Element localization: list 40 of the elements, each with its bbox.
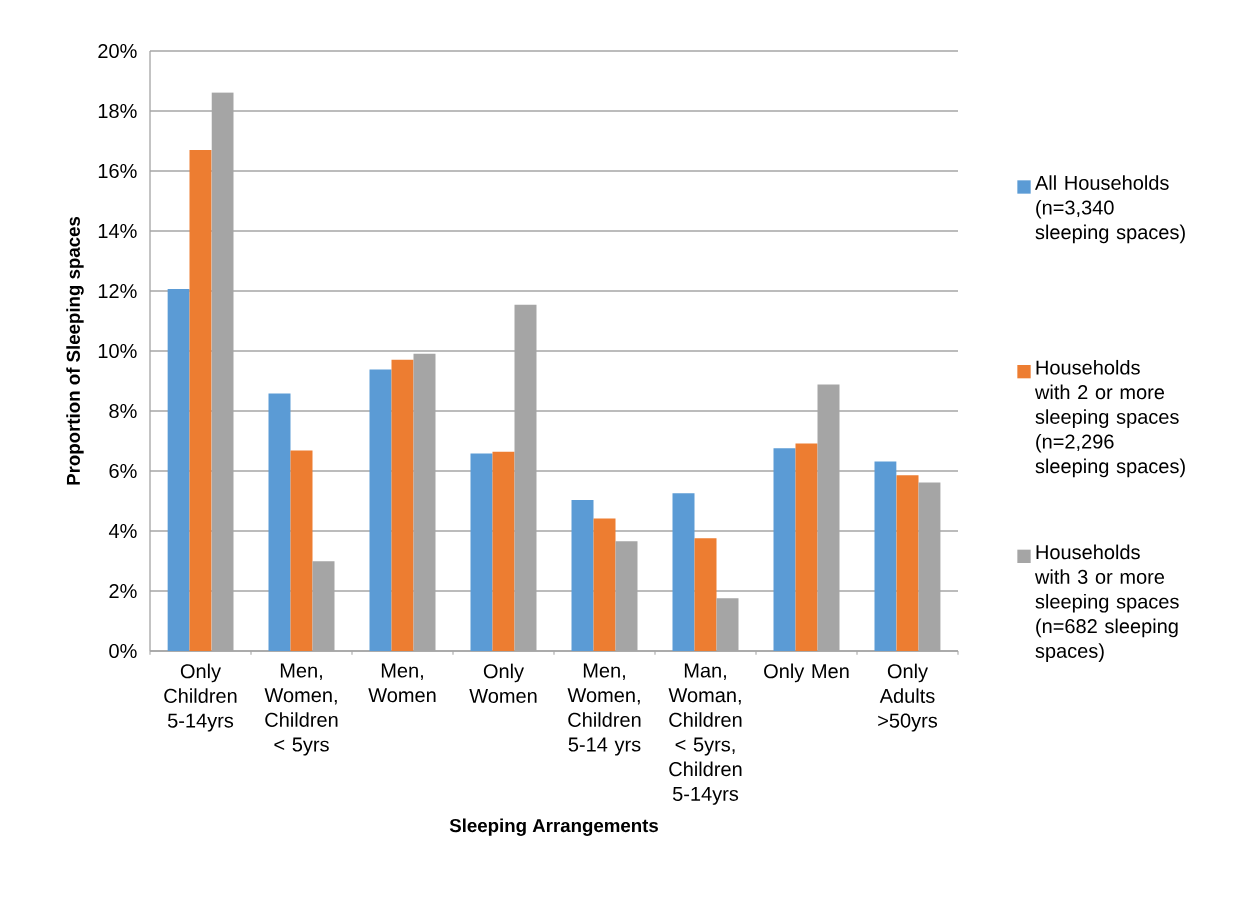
bar	[571, 500, 594, 651]
y-tick-label: 20%	[98, 43, 137, 59]
bar	[290, 450, 313, 651]
x-tick-label: Only Men	[764, 663, 849, 683]
legend-label: Households with 2 or more sleeping spaces (n=2,296 sleeping spaces)	[1034, 359, 1185, 478]
bar	[694, 538, 717, 651]
y-tick-label: 12%	[98, 283, 137, 299]
y-tick-label: 14%	[98, 224, 137, 238]
bar	[268, 393, 291, 651]
y-tick-label: 2%	[109, 583, 137, 599]
bar	[795, 443, 818, 651]
bar	[492, 451, 515, 651]
bar	[896, 475, 919, 651]
x-tick-label: Men, Women, Children 5-14 yrs	[567, 663, 641, 756]
x-tick-label: Men, Women	[368, 663, 436, 703]
bar	[470, 453, 493, 651]
bar	[672, 493, 695, 651]
x-tick-label: Only Adults >50yrs	[878, 663, 938, 732]
bar	[391, 359, 414, 651]
bar	[189, 150, 212, 651]
legend-label: All Households (n=3,340 sleeping spaces)	[1034, 175, 1185, 244]
bar	[167, 288, 190, 651]
y-tick-label: 0%	[109, 643, 137, 659]
x-tick-label: Only Children 5-14yrs	[164, 663, 237, 732]
bar	[874, 461, 897, 651]
y-tick-label: 8%	[109, 403, 137, 419]
y-tick-label: 10%	[98, 343, 137, 359]
bar	[369, 369, 392, 651]
y-tick-label: 6%	[109, 463, 137, 479]
y-tick-label: 18%	[98, 103, 137, 119]
x-tick-label: Men, Women, Children < 5yrs	[264, 663, 338, 756]
x-tick-label: Man, Woman, Children < 5yrs, Children 5-14yrs	[668, 663, 742, 805]
bar	[593, 518, 616, 651]
legend-label: Households with 3 or more sleeping spaces (n=682 sleeping spaces)	[1034, 544, 1179, 662]
y-tick-label: 4%	[108, 524, 137, 538]
x-axis-title: Sleeping Arrangements	[449, 818, 658, 836]
y-tick-label: 16%	[98, 163, 137, 179]
y-axis-title: Proportion of Sleeping spaces	[66, 216, 84, 485]
bar	[773, 448, 796, 651]
x-tick-label: Only Women	[469, 663, 537, 703]
